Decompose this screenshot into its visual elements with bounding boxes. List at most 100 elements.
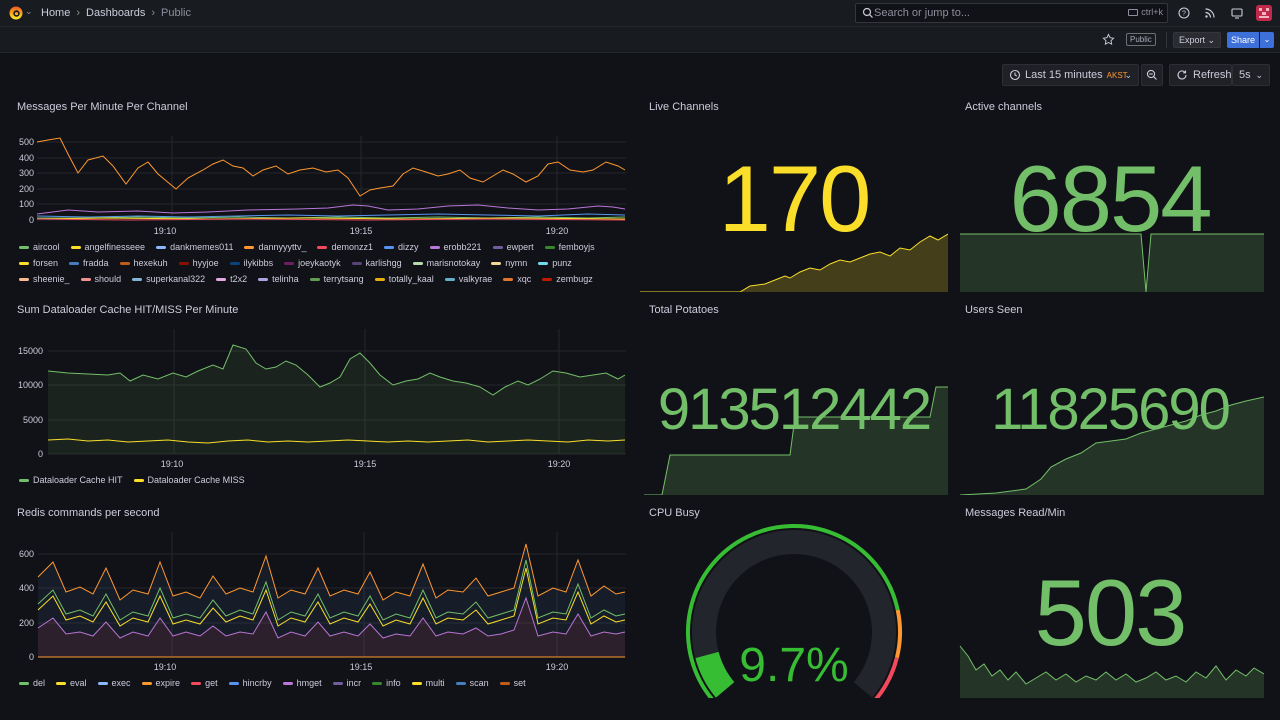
legend-label: demonzz1 xyxy=(331,242,374,252)
legend-swatch xyxy=(56,681,67,685)
refresh-icon xyxy=(1177,70,1187,80)
legend-item[interactable]: terrytsang xyxy=(309,271,364,287)
legend-swatch xyxy=(332,681,343,685)
legend-item[interactable]: hyyjoe xyxy=(178,255,219,271)
legend-item[interactable]: telinha xyxy=(258,271,299,287)
legend-item[interactable]: hincrby xyxy=(228,675,272,691)
stat-value: 913512442 xyxy=(657,377,932,442)
legend-item[interactable]: scan xyxy=(455,675,489,691)
legend-item[interactable]: joeykaotyk xyxy=(284,255,341,271)
legend-label: dizzy xyxy=(398,242,419,252)
panel-title: Total Potatoes xyxy=(649,304,719,316)
legend-item[interactable]: demonzz1 xyxy=(317,239,373,255)
area-fill xyxy=(38,598,625,657)
sparkline-line xyxy=(640,233,948,292)
gauge-threshold-segment xyxy=(874,657,899,698)
sparkline xyxy=(644,386,948,495)
legend-item[interactable]: del xyxy=(19,675,45,691)
legend-item[interactable]: dannyyyttv_ xyxy=(244,239,306,255)
time-range-picker[interactable]: Last 15 minutes AKST ⌄ xyxy=(1002,64,1139,86)
legend-swatch xyxy=(19,681,29,685)
refresh-interval-label: 5s xyxy=(1239,69,1251,81)
chart-legend: aircool angelfinesseee dankmemes011 dannyyy… xyxy=(19,239,619,287)
legend-item[interactable]: info xyxy=(372,675,401,691)
stat-value: 11825690 xyxy=(991,377,1231,442)
refresh-button[interactable]: Refresh xyxy=(1169,64,1232,86)
legend-item[interactable]: hexekuh xyxy=(119,255,168,271)
help-icon[interactable]: ? xyxy=(1177,6,1191,20)
legend-item[interactable]: erobb221 xyxy=(429,239,482,255)
rss-feed-icon[interactable] xyxy=(1203,6,1217,20)
breadcrumb-home[interactable]: Home xyxy=(41,7,71,19)
series-line-green xyxy=(37,216,626,219)
legend-label: ewpert xyxy=(506,242,534,252)
legend-item[interactable]: exec xyxy=(97,675,131,691)
legend-swatch xyxy=(244,245,255,249)
legend-item[interactable]: nymn xyxy=(491,255,527,271)
legend-label: Dataloader Cache MISS xyxy=(147,475,245,485)
legend-label: dannyyyttv_ xyxy=(258,242,307,252)
y-tick: 5000 xyxy=(23,415,43,425)
legend-label: totally_kaal xyxy=(388,274,434,284)
star-icon[interactable] xyxy=(1102,33,1115,46)
grafana-logo-icon[interactable] xyxy=(8,5,24,21)
breadcrumb-dashboards[interactable]: Dashboards xyxy=(86,7,146,19)
export-button[interactable]: Export ⌄ xyxy=(1173,32,1221,48)
legend-item[interactable]: incr xyxy=(332,675,361,691)
monitor-icon[interactable] xyxy=(1230,6,1244,20)
legend-label: scan xyxy=(469,678,489,688)
legend-item[interactable]: femboyjs xyxy=(544,239,595,255)
legend-item[interactable]: forsen xyxy=(19,255,58,271)
legend-item[interactable]: punz xyxy=(538,255,572,271)
legend-item[interactable]: get xyxy=(191,675,218,691)
panel-title: Active channels xyxy=(965,101,1043,113)
legend-item[interactable]: dizzy xyxy=(384,239,419,255)
legend-swatch xyxy=(19,478,29,482)
legend-item[interactable]: ilykibbs xyxy=(229,255,273,271)
legend-item[interactable]: multi xyxy=(411,675,445,691)
y-axis: 500 400 300 200 100 0 xyxy=(19,137,34,225)
legend-item[interactable]: hmget xyxy=(282,675,322,691)
legend-item[interactable]: ewpert xyxy=(492,239,534,255)
legend-item[interactable]: superkanal322 xyxy=(132,271,205,287)
legend-item[interactable]: set xyxy=(499,675,526,691)
legend-swatch xyxy=(492,245,503,249)
legend-label: nymn xyxy=(505,258,528,268)
legend-item[interactable]: marisnotokay xyxy=(412,255,480,271)
legend-item[interactable]: expire xyxy=(141,675,181,691)
legend-label: hexekuh xyxy=(133,258,168,268)
legend-item[interactable]: xqc xyxy=(503,271,531,287)
panel-messages-read: Messages Read/Min 503 xyxy=(956,502,1264,698)
legend-swatch xyxy=(282,681,293,685)
panel-messages-per-minute: Messages Per Minute Per Channel 500 400 … xyxy=(8,96,632,292)
search-input[interactable]: Search or jump to... ctrl+k xyxy=(855,3,1168,23)
share-button[interactable]: Share xyxy=(1227,32,1259,48)
chevron-down-icon[interactable]: ⌄ xyxy=(1260,32,1274,48)
legend-item[interactable]: t2x2 xyxy=(216,271,247,287)
miss-line xyxy=(47,438,626,444)
panel-total-potatoes: Total Potatoes 913512442 xyxy=(640,299,948,495)
legend-item[interactable]: fradda xyxy=(69,255,109,271)
legend-item[interactable]: dankmemes011 xyxy=(156,239,233,255)
legend-item[interactable]: totally_kaal xyxy=(374,271,434,287)
redis-timeseries-chart: 600 400 200 0 19:10 19:15 19:20 xyxy=(19,532,626,672)
legend-item[interactable]: karlishgg xyxy=(351,255,402,271)
legend-item[interactable]: Dataloader Cache HIT xyxy=(19,472,123,488)
sparkline-area xyxy=(960,234,1264,292)
chevron-down-icon[interactable]: ⌄ xyxy=(25,6,33,16)
legend-item[interactable]: should xyxy=(80,271,121,287)
legend-item[interactable]: angelfinesseee xyxy=(70,239,145,255)
panel-active-channels: Active channels 6854 xyxy=(956,96,1264,292)
legend-item[interactable]: eval xyxy=(56,675,87,691)
legend-item[interactable]: sheenie_ xyxy=(19,271,70,287)
legend-item[interactable]: Dataloader Cache MISS xyxy=(133,472,245,488)
legend-item[interactable]: zembugz xyxy=(542,271,593,287)
legend-label: expire xyxy=(155,678,181,688)
legend-item[interactable]: aircool xyxy=(19,239,60,255)
legend-item[interactable]: valkyrae xyxy=(444,271,492,287)
keyboard-shortcut: ctrl+k xyxy=(1128,7,1163,17)
avatar[interactable] xyxy=(1256,5,1272,21)
zoom-out-button[interactable] xyxy=(1141,64,1163,86)
y-tick: 200 xyxy=(19,184,34,194)
refresh-interval-picker[interactable]: 5s ⌄ xyxy=(1232,64,1270,86)
